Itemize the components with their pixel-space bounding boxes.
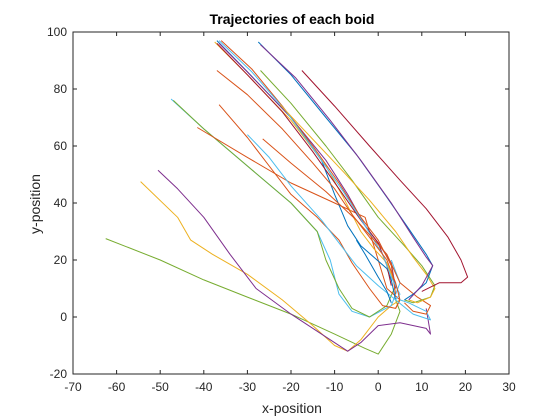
x-tick-label: -20 — [282, 380, 300, 394]
series-line-22 — [355, 239, 392, 303]
x-tick-label: -10 — [326, 380, 344, 394]
x-tick-label: -60 — [108, 380, 126, 394]
series-line-16 — [262, 138, 431, 315]
series-line-19 — [257, 41, 434, 301]
x-axis-label: x-position — [262, 400, 322, 416]
x-tick-label: 20 — [459, 380, 473, 394]
y-tick-label: 80 — [54, 82, 68, 96]
y-tick-label: 20 — [54, 253, 68, 267]
series-line-17 — [260, 70, 436, 304]
series-line-14 — [218, 104, 401, 309]
x-tick-label: -40 — [195, 380, 213, 394]
x-tick-label: 10 — [415, 380, 429, 394]
y-tick-label: 60 — [54, 139, 68, 153]
series-line-10 — [220, 40, 397, 295]
series-line-3 — [157, 169, 431, 352]
series-line-13 — [216, 70, 401, 301]
y-axis: -20 0 20 40 60 80 100 — [47, 25, 509, 381]
series-line-1 — [105, 238, 401, 355]
y-tick-label: -20 — [50, 367, 68, 381]
y-tick-label: 100 — [47, 25, 67, 39]
x-tick-label: -30 — [239, 380, 257, 394]
y-tick-label: 0 — [60, 310, 67, 324]
x-axis: -70 -60 -50 -40 -30 -20 -10 0 10 20 30 — [64, 32, 516, 394]
series-line-2 — [140, 181, 401, 352]
x-tick-label: 0 — [375, 380, 382, 394]
x-tick-label: -70 — [64, 380, 82, 394]
series-line-15 — [247, 134, 431, 321]
series-layer — [105, 40, 469, 355]
y-axis-label: y-position — [27, 174, 43, 234]
series-line-6 — [197, 127, 401, 309]
x-tick-label: -50 — [152, 380, 170, 394]
series-line-18 — [279, 104, 436, 304]
series-line-12 — [218, 40, 401, 301]
series-line-21 — [301, 70, 469, 292]
x-tick-label: 30 — [502, 380, 516, 394]
chart-title: Trajectories of each boid — [210, 11, 375, 27]
series-line-5 — [172, 100, 397, 318]
series-line-20 — [260, 44, 434, 301]
y-tick-label: 40 — [54, 196, 68, 210]
